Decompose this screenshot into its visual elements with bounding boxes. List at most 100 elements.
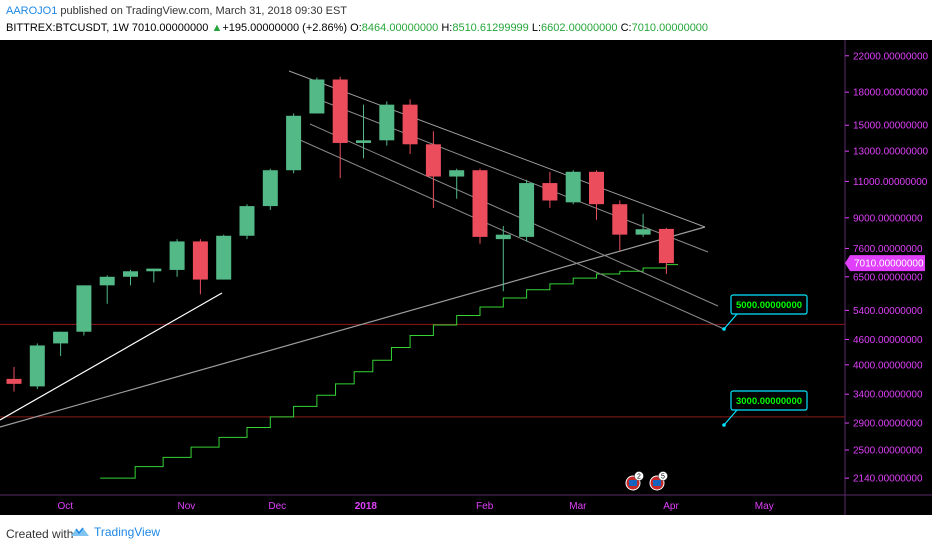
candle: [123, 269, 138, 286]
low-value: 6602.00000000: [541, 22, 618, 34]
candle-body: [402, 104, 418, 145]
candle-body: [262, 170, 278, 207]
candle: [565, 170, 581, 205]
high-value: 8510.61299999: [452, 22, 529, 34]
candle-body: [332, 79, 348, 143]
us-flag-event-icon: 5: [649, 471, 668, 491]
candle-body: [449, 170, 465, 177]
open-value: 8464.00000000: [361, 22, 439, 34]
y-tick-label: 4600.00000000: [853, 335, 923, 346]
candle-body: [309, 79, 325, 114]
candle-body: [495, 234, 511, 240]
candle-body: [565, 171, 581, 203]
x-tick-label: Dec: [268, 501, 286, 512]
candle-body: [76, 285, 92, 332]
candle: [542, 171, 558, 208]
y-tick-label: 5400.00000000: [853, 306, 923, 317]
candle-body: [589, 171, 604, 205]
candle: [286, 113, 302, 174]
candle: [332, 76, 348, 179]
price-chart-svg[interactable]: 22000.00000000 18000.00000000 15000.000000…: [0, 40, 932, 515]
candle: [192, 239, 208, 295]
close-label: C:: [620, 22, 632, 34]
callout-anchor-dot: [722, 423, 726, 427]
candle-body: [472, 170, 488, 237]
x-tick-label: May: [755, 501, 774, 512]
flag-canton: [653, 480, 661, 486]
author-link[interactable]: AAROJO1: [6, 5, 58, 17]
callout-anchor-dot: [722, 327, 726, 331]
candle-body: [216, 235, 232, 280]
callout-label: 5000.00000000: [736, 300, 802, 311]
x-tick-label: Feb: [476, 501, 494, 512]
candle-body: [356, 140, 371, 143]
candle-body: [635, 229, 651, 235]
tradingview-brand[interactable]: TradingView: [70, 525, 160, 539]
candle-body: [286, 115, 302, 171]
x-tick-label: Apr: [663, 501, 679, 512]
candle: [146, 268, 162, 283]
y-tick-label: 22000.00000000: [853, 51, 929, 62]
price-change: +195.00000000 (+2.86%): [222, 22, 348, 34]
callout-pointer: [723, 313, 738, 330]
flag-canton: [629, 480, 637, 486]
candle-body: [169, 241, 185, 270]
candle-body: [53, 331, 69, 344]
ohlc-line: BITTREX:BTCUSDT, 1W 7010.00000000 ▲+195.…: [6, 22, 708, 34]
candle: [309, 77, 325, 114]
chart-area[interactable]: 22000.00000000 18000.00000000 15000.000000…: [0, 40, 932, 515]
candle: [262, 168, 278, 210]
x-tick-label: Oct: [57, 501, 73, 512]
y-tick-label: 15000.00000000: [853, 121, 929, 132]
candle: [29, 343, 45, 389]
last-price-tag-label: 7010.00000000: [854, 259, 924, 270]
candle-body: [425, 144, 441, 177]
high-label: H:: [441, 22, 453, 34]
last-price: 7010.00000000: [131, 22, 209, 34]
candle: [53, 331, 69, 356]
y-tick-label: 6500.00000000: [853, 272, 923, 283]
candle-body: [192, 241, 208, 280]
channel-lower-line: [299, 139, 725, 330]
long-trendline: [0, 226, 706, 428]
last-price-tag: [845, 255, 925, 272]
uptrend-line: [0, 292, 223, 421]
callout-label: 3000.00000000: [736, 396, 802, 407]
x-tick-label: Nov: [178, 501, 196, 512]
callout-box: [730, 390, 808, 411]
callout-pointer: [723, 409, 738, 426]
y-tick-label: 18000.00000000: [853, 88, 929, 99]
candle-body: [612, 204, 628, 235]
candle: [239, 204, 255, 240]
y-tick-label: 2500.00000000: [853, 445, 923, 456]
y-tick-label: 7600.00000000: [853, 244, 923, 255]
x-tick-label: Mar: [569, 501, 587, 512]
low-label: L:: [531, 22, 542, 34]
footer: Created with TradingView: [0, 515, 932, 550]
candle: [216, 234, 232, 280]
y-tick-label: 9000.00000000: [853, 213, 923, 224]
channel-mid-line-1: [319, 99, 709, 253]
event-count-label: 5: [661, 474, 665, 481]
candle-body: [239, 206, 255, 236]
y-tick-label: 2900.00000000: [853, 419, 923, 430]
candle: [472, 168, 488, 244]
candle: [425, 131, 441, 208]
event-count-badge: [634, 471, 644, 481]
candle-body: [29, 345, 45, 387]
created-with-label: Created with: [6, 527, 74, 541]
candle-body: [658, 228, 674, 264]
candle-body: [123, 271, 138, 277]
candle: [76, 285, 92, 336]
candle: [612, 200, 628, 251]
tradingview-brand-label: TradingView: [94, 525, 161, 539]
candle: [449, 168, 465, 199]
y-tick-label: 3400.00000000: [853, 390, 923, 401]
candle-body: [146, 268, 162, 272]
candle: [99, 275, 115, 304]
candle-body: [379, 104, 395, 141]
y-tick-label: 13000.00000000: [853, 147, 929, 158]
candle: [356, 104, 371, 159]
candle: [169, 239, 185, 277]
candle: [402, 99, 418, 154]
